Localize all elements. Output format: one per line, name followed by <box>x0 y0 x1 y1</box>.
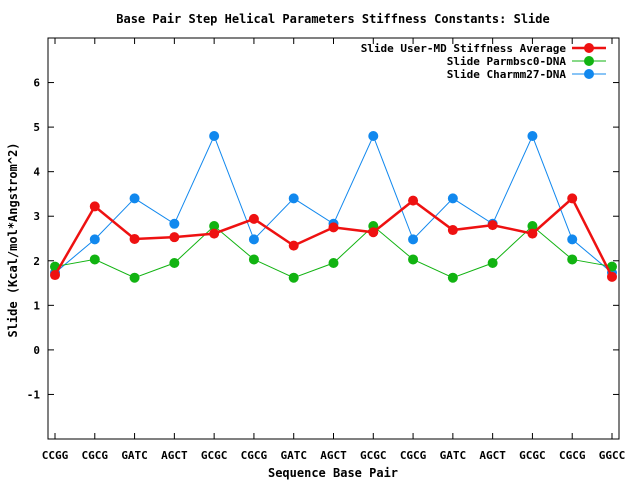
data-point <box>209 221 220 232</box>
x-tick-label: GGCC <box>599 449 626 462</box>
data-point <box>129 233 140 244</box>
data-point <box>209 131 220 142</box>
data-point <box>89 254 100 265</box>
series-3 <box>50 131 617 278</box>
data-point <box>50 270 60 281</box>
data-point <box>248 254 259 265</box>
x-tick-label: GCGC <box>360 449 387 462</box>
data-point <box>169 258 180 269</box>
data-point <box>567 254 578 265</box>
data-point <box>328 222 339 233</box>
x-tick-label: AGCT <box>479 449 506 462</box>
legend-marker <box>584 69 594 79</box>
legend-label: Slide Parmbsc0-DNA <box>447 55 567 68</box>
data-point <box>567 234 578 245</box>
x-tick-label: GATC <box>440 449 467 462</box>
data-point <box>288 272 299 283</box>
data-point <box>248 234 259 245</box>
data-point <box>169 232 180 243</box>
x-tick-label: CCGG <box>42 449 69 462</box>
series-layer <box>50 131 617 283</box>
x-tick-label: CGCG <box>559 449 586 462</box>
x-tick-label: GCGC <box>519 449 546 462</box>
x-tick-label: CGCG <box>241 449 268 462</box>
data-point <box>447 272 458 283</box>
series-line <box>54 134 613 274</box>
y-tick-label: 5 <box>33 121 40 134</box>
legend-label: Slide Charmm27-DNA <box>447 68 567 81</box>
y-tick-label: 6 <box>33 77 40 90</box>
series-1 <box>50 193 617 282</box>
data-point <box>129 193 140 204</box>
data-point <box>129 272 140 283</box>
data-point <box>408 195 419 206</box>
x-axis-label: Sequence Base Pair <box>268 466 398 480</box>
x-tick-label: GCGC <box>201 449 228 462</box>
y-axis-label: Slide (Kcal/mol*Angstrom^2) <box>6 142 20 337</box>
y-axis-ticks: -1 0 1 2 3 4 5 6 <box>27 77 619 401</box>
y-tick-label: 3 <box>33 210 40 223</box>
data-point <box>169 218 180 229</box>
data-point <box>368 227 379 238</box>
legend-marker <box>584 56 594 66</box>
x-tick-label: CGCG <box>82 449 109 462</box>
data-point <box>408 254 419 265</box>
data-point <box>527 221 538 232</box>
chart-title: Base Pair Step Helical Parameters Stiffn… <box>116 12 549 26</box>
data-point <box>408 234 419 245</box>
y-tick-label: -1 <box>27 388 41 401</box>
x-tick-label: GATC <box>280 449 307 462</box>
data-point <box>248 213 259 224</box>
data-point <box>487 258 498 269</box>
data-point <box>607 271 617 282</box>
y-tick-label: 0 <box>33 344 40 357</box>
data-point <box>607 261 617 272</box>
series-2 <box>50 221 617 283</box>
data-point <box>209 228 220 239</box>
data-point <box>89 234 100 245</box>
data-point <box>288 240 299 251</box>
x-axis-ticks: CCGG CGCG GATC AGCT GCGC CGCG GATC AGCT GCGC CGCG… <box>42 38 626 462</box>
x-tick-label: AGCT <box>320 449 347 462</box>
data-point <box>567 193 578 204</box>
data-point <box>527 228 538 239</box>
x-tick-label: AGCT <box>161 449 188 462</box>
legend-label: Slide User-MD Stiffness Average <box>361 42 567 55</box>
x-tick-label: GATC <box>121 449 148 462</box>
data-point <box>447 225 458 236</box>
data-point <box>288 193 299 204</box>
x-tick-label: CGCG <box>400 449 427 462</box>
data-point <box>328 258 339 269</box>
y-tick-label: 4 <box>33 166 40 179</box>
data-point <box>487 220 498 231</box>
y-tick-label: 2 <box>33 255 40 268</box>
data-point <box>368 131 379 142</box>
y-tick-label: 1 <box>33 299 40 312</box>
data-point <box>527 131 538 142</box>
data-point <box>89 201 100 212</box>
data-point <box>447 193 458 204</box>
legend-marker <box>584 43 594 53</box>
